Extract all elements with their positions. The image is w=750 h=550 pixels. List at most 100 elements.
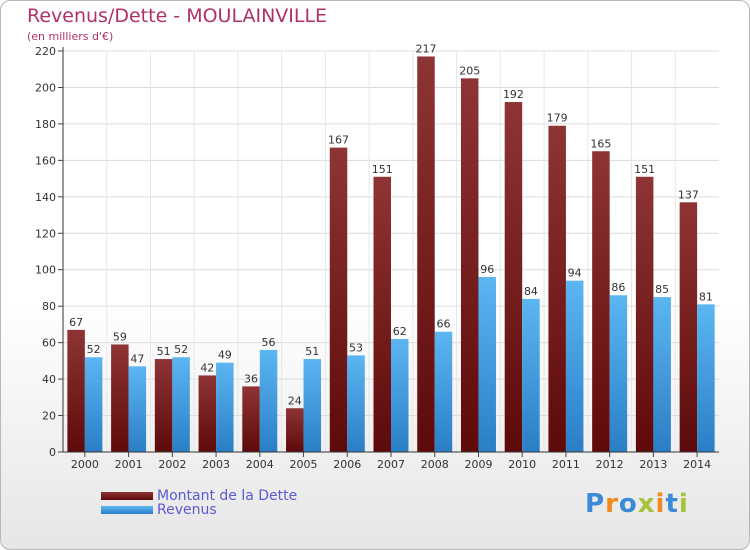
logo-letter: i — [678, 489, 689, 519]
y-tick-label: 120 — [35, 227, 56, 240]
y-tick-label: 60 — [42, 337, 56, 350]
data-label: 192 — [503, 88, 524, 101]
bar-dette-2005 — [286, 408, 304, 452]
x-tick-label: 2007 — [377, 458, 405, 471]
bar-dette-2012 — [592, 151, 610, 452]
bar-revenus-2003 — [216, 362, 234, 452]
data-label: 81 — [699, 290, 713, 303]
y-tick-label: 0 — [49, 446, 56, 459]
data-label: 47 — [130, 352, 144, 365]
data-label: 217 — [415, 42, 436, 55]
data-label: 167 — [328, 134, 349, 147]
data-label: 86 — [611, 281, 625, 294]
bar-dette-2003 — [198, 375, 217, 452]
data-label: 36 — [244, 372, 258, 385]
y-tick-label: 220 — [35, 45, 56, 58]
x-tick-label: 2003 — [202, 458, 230, 471]
y-tick-label: 140 — [35, 191, 56, 204]
bar-dette-2002 — [154, 359, 173, 452]
logo-letter: o — [618, 489, 638, 519]
x-tick-label: 2014 — [683, 458, 711, 471]
x-tick-label: 2004 — [246, 458, 274, 471]
y-tick-label: 20 — [42, 410, 56, 423]
logo-letter: x — [637, 489, 656, 519]
legend-swatch-revenus — [101, 506, 153, 514]
bar-dette-2008 — [417, 56, 435, 453]
bar-revenus-2013 — [653, 297, 671, 452]
bar-dette-2011 — [548, 125, 566, 453]
bar-revenus-2014 — [697, 304, 715, 452]
y-tick-label: 180 — [35, 118, 56, 131]
x-tick-label: 2005 — [290, 458, 318, 471]
bar-dette-2010 — [504, 102, 523, 452]
data-label: 137 — [678, 188, 699, 201]
bar-revenus-2006 — [347, 355, 365, 452]
y-tick-label: 80 — [42, 300, 56, 313]
bar-revenus-2009 — [478, 277, 496, 452]
x-tick-label: 2012 — [596, 458, 624, 471]
data-label: 49 — [218, 349, 232, 362]
proxiti-logo: Proxiti — [585, 489, 689, 519]
data-label: 53 — [349, 341, 363, 354]
bar-revenus-2000 — [84, 357, 103, 452]
x-tick-label: 2009 — [464, 458, 492, 471]
data-label: 85 — [655, 283, 669, 296]
data-label: 67 — [69, 316, 83, 329]
bar-dette-2004 — [242, 386, 260, 452]
data-label: 151 — [634, 163, 655, 176]
data-label: 24 — [288, 394, 302, 407]
bar-dette-2000 — [67, 329, 85, 452]
data-label: 52 — [87, 343, 101, 356]
data-label: 165 — [590, 137, 611, 150]
bar-dette-2013 — [635, 176, 654, 452]
y-tick-label: 100 — [35, 264, 56, 277]
data-label: 179 — [547, 112, 568, 125]
x-tick-label: 2001 — [115, 458, 143, 471]
data-label: 84 — [524, 285, 538, 298]
bar-revenus-2004 — [259, 349, 278, 452]
bar-dette-2007 — [373, 176, 391, 452]
data-label: 205 — [459, 64, 480, 77]
legend-label-dette: Montant de la Dette — [157, 488, 298, 504]
logo-letter: P — [585, 489, 606, 519]
x-tick-label: 2010 — [508, 458, 536, 471]
data-label: 94 — [568, 267, 582, 280]
chart-title: Revenus/Dette - MOULAINVILLE — [27, 5, 328, 27]
x-tick-label: 2006 — [333, 458, 361, 471]
chart-subtitle: (en milliers d'€) — [27, 30, 114, 43]
x-tick-label: 2008 — [421, 458, 449, 471]
bar-revenus-2005 — [303, 359, 322, 452]
data-label: 51 — [157, 345, 171, 358]
data-label: 51 — [305, 345, 319, 358]
x-tick-label: 2000 — [71, 458, 99, 471]
y-tick-label: 40 — [42, 373, 56, 386]
legend-swatch-dette — [101, 492, 153, 500]
data-label: 56 — [262, 336, 276, 349]
x-tick-label: 2011 — [552, 458, 580, 471]
legend-item-dette: Montant de la Dette — [101, 488, 298, 504]
data-label: 59 — [113, 330, 127, 343]
logo-letter: r — [605, 489, 619, 519]
bar-dette-2006 — [329, 147, 348, 452]
data-label: 62 — [393, 325, 407, 338]
bar-revenus-2001 — [128, 366, 147, 452]
y-tick-label: 160 — [35, 154, 56, 167]
data-label: 151 — [372, 163, 393, 176]
bar-revenus-2002 — [172, 357, 190, 452]
logo-letter: t — [665, 489, 679, 519]
bar-dette-2014 — [679, 202, 698, 452]
data-label: 42 — [200, 361, 214, 374]
bar-dette-2001 — [111, 344, 129, 452]
x-tick-label: 2013 — [639, 458, 667, 471]
bar-revenus-2012 — [609, 295, 628, 452]
bar-revenus-2010 — [522, 298, 540, 452]
data-label: 66 — [436, 318, 450, 331]
bar-dette-2009 — [460, 78, 479, 452]
data-label: 96 — [480, 263, 494, 276]
x-tick-label: 2002 — [158, 458, 186, 471]
logo-letter: i — [655, 489, 666, 519]
bar-revenus-2008 — [434, 331, 453, 452]
legend-label-revenus: Revenus — [157, 502, 217, 518]
